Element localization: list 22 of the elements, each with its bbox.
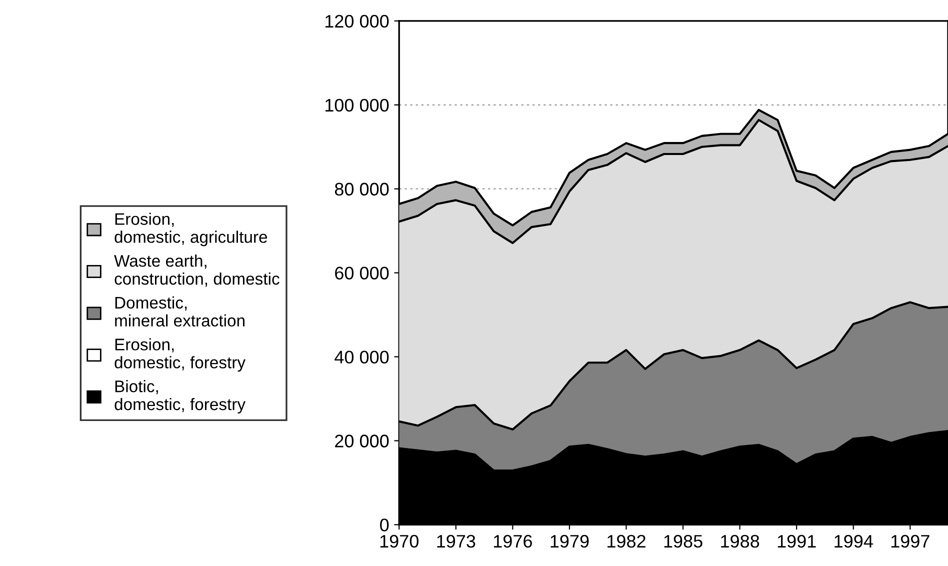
y-tick-label: 80 000 (334, 182, 389, 196)
x-tick-label: 1979 (550, 534, 589, 548)
x-tick-label: 1985 (664, 534, 702, 548)
x-tick-label: 1970 (380, 534, 418, 548)
y-tick-label: 120 000 (326, 14, 389, 28)
x-tick-label: 1994 (834, 534, 873, 548)
x-tick-label: 1988 (721, 534, 760, 548)
x-tick-label: 1976 (494, 534, 532, 548)
legend-label: Domestic, mineral extraction (115, 296, 244, 327)
y-tick-label: 20 000 (335, 434, 389, 448)
y-tick-label: 40 000 (334, 350, 389, 364)
legend-label: Waste earth, construction, domestic (114, 254, 280, 287)
legend-label: Biotic, domestic, forestry (114, 380, 246, 414)
y-tick-label: 100 000 (326, 98, 389, 112)
x-tick-label: 1973 (437, 534, 476, 548)
x-tick-label: 1982 (608, 534, 646, 548)
x-tick-label: 1991 (778, 534, 816, 548)
legend-label: Erosion, domestic, agriculture (114, 212, 268, 246)
x-tick-label: 1997 (891, 534, 930, 548)
y-tick-label: 0 (380, 518, 389, 532)
y-tick-label: 60 000 (335, 266, 389, 280)
legend-label: Erosion, domestic, forestry (114, 338, 246, 372)
